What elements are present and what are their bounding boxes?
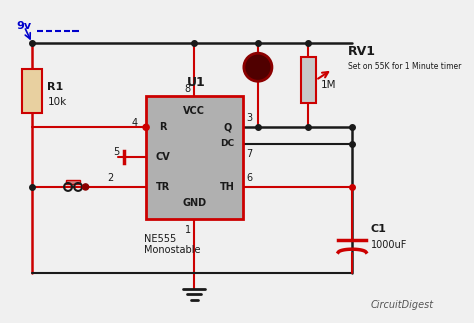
Bar [66, 180, 80, 184]
Text: 3: 3 [246, 113, 252, 123]
Text: CircuitDigest: CircuitDigest [370, 300, 433, 310]
Text: RV1: RV1 [348, 45, 376, 58]
Text: 8: 8 [185, 84, 191, 94]
Text: 9v: 9v [17, 21, 32, 31]
FancyBboxPatch shape [146, 96, 243, 218]
Text: 1M: 1M [320, 79, 336, 89]
Text: 10k: 10k [47, 97, 67, 107]
Circle shape [82, 184, 89, 190]
Text: DC: DC [220, 140, 234, 149]
Text: CV: CV [155, 152, 170, 162]
Bar [301, 57, 316, 103]
Text: VCC: VCC [183, 106, 205, 116]
Text: 5: 5 [114, 147, 120, 157]
Text: 1000uF: 1000uF [371, 240, 407, 250]
Circle shape [143, 124, 149, 130]
Text: GND: GND [182, 198, 206, 208]
Text: Q: Q [223, 122, 231, 132]
Text: TH: TH [220, 182, 235, 192]
Text: C1: C1 [371, 224, 386, 234]
Circle shape [244, 53, 272, 81]
Text: TR: TR [155, 182, 170, 192]
Text: 6: 6 [246, 172, 252, 182]
Text: 4: 4 [131, 118, 137, 128]
Text: 2: 2 [107, 172, 113, 182]
Text: 7: 7 [246, 149, 252, 159]
Text: R1: R1 [47, 82, 64, 92]
Text: 1: 1 [185, 225, 191, 235]
Text: U1: U1 [187, 76, 206, 89]
Text: NE555
Monostable: NE555 Monostable [144, 234, 201, 255]
Text: R: R [159, 122, 166, 132]
Bar [22, 69, 42, 113]
Text: Set on 55K for 1 Minute timer: Set on 55K for 1 Minute timer [348, 61, 461, 70]
